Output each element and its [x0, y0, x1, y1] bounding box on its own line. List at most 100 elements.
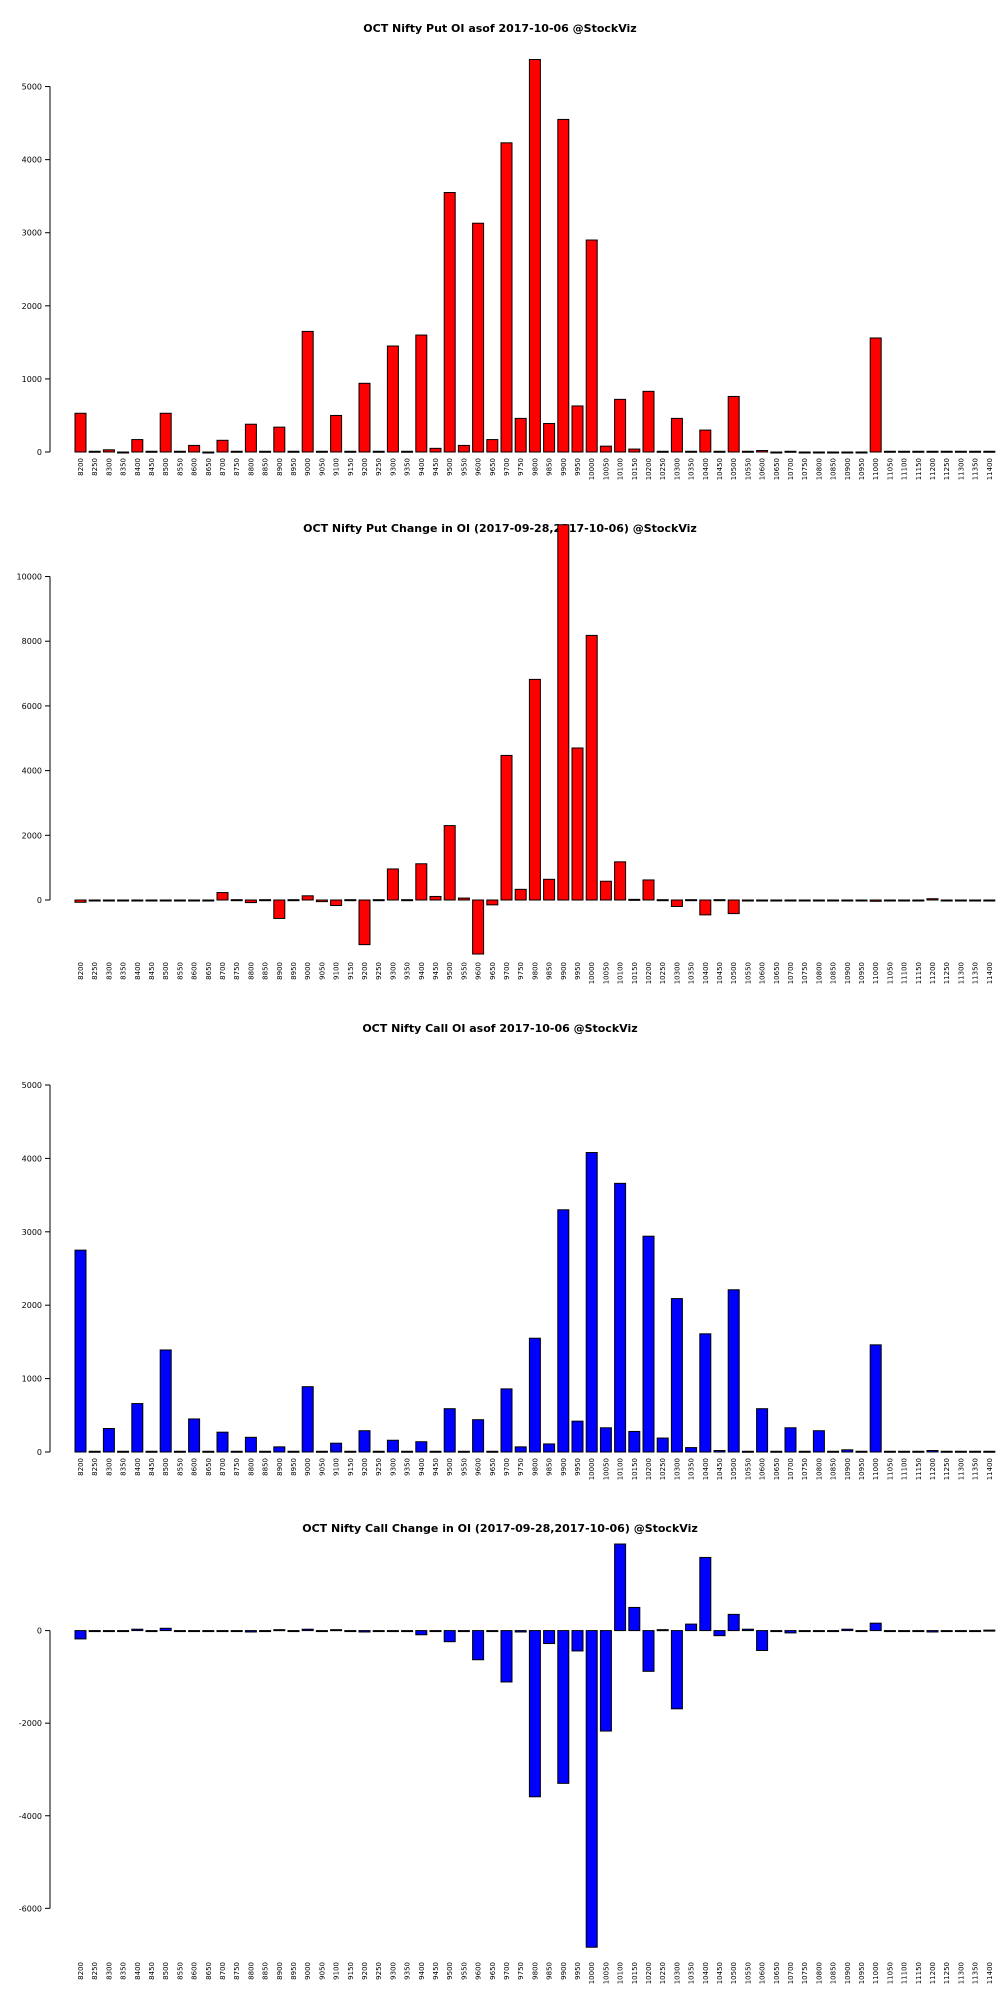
y-tick-label: 1000	[22, 375, 42, 384]
bar-8450	[145, 1450, 158, 1453]
bar-11200	[926, 898, 939, 901]
bar-9500	[443, 825, 456, 901]
x-tick-label: 10400	[702, 1458, 710, 1480]
bar-11150	[912, 1450, 925, 1453]
x-tick-label: 10900	[844, 1962, 852, 1984]
bar-10850	[827, 1630, 840, 1633]
bar-8500	[159, 412, 172, 453]
call-oi-chart-panel: OCT Nifty Call OI asof 2017-10-06 @Stock…	[0, 1010, 1000, 1510]
bar-10600	[756, 899, 769, 902]
x-tick-label: 8700	[219, 1458, 227, 1476]
bar-8550	[173, 1450, 186, 1453]
y-tick-label: 5000	[22, 1081, 42, 1090]
bar-10550	[741, 1628, 754, 1632]
x-tick-label: 10000	[588, 1962, 596, 1984]
bar-8950	[287, 899, 300, 902]
bar-9000	[301, 1386, 314, 1453]
bar-9350	[401, 450, 414, 453]
bar-8650	[202, 1450, 215, 1453]
bar-9750	[514, 888, 527, 901]
x-tick-label: 11050	[886, 1962, 894, 1984]
x-tick-label: 9400	[418, 1962, 426, 1980]
bar-9250	[372, 1450, 385, 1453]
bar-10250	[656, 899, 669, 902]
bar-10850	[827, 451, 840, 454]
y-tick-label: 10000	[17, 573, 42, 582]
bar-10450	[713, 1450, 726, 1453]
y-tick-label: 1000	[22, 1375, 42, 1384]
x-tick-label: 9900	[560, 962, 568, 980]
bar-8350	[117, 899, 130, 902]
x-tick-label: 10500	[730, 962, 738, 984]
bar-8800	[244, 423, 257, 453]
x-tick-label: 10750	[801, 1962, 809, 1984]
x-tick-label: 9350	[404, 1962, 412, 1980]
bar-8750	[230, 1630, 243, 1633]
x-tick-label: 11250	[943, 458, 951, 480]
x-tick-label: 8250	[91, 1962, 99, 1980]
bar-9850	[543, 1630, 556, 1645]
x-tick-label: 10750	[801, 458, 809, 480]
x-tick-label: 9300	[389, 1962, 397, 1980]
x-tick-label: 9900	[560, 1458, 568, 1476]
x-tick-label: 8300	[105, 1962, 113, 1980]
x-tick-label: 9550	[460, 1458, 468, 1476]
bar-10050	[599, 445, 612, 453]
bar-8750	[230, 899, 243, 902]
x-tick-label: 9200	[361, 1962, 369, 1980]
bar-8650	[202, 899, 215, 902]
x-tick-label: 10000	[588, 1458, 596, 1480]
x-tick-label: 10550	[744, 1458, 752, 1480]
bar-11150	[912, 450, 925, 453]
bar-8350	[117, 1450, 130, 1453]
bar-8800	[244, 1436, 257, 1453]
x-tick-label: 9350	[404, 458, 412, 476]
y-tick-label: -2000	[19, 1719, 42, 1728]
x-tick-label: 8500	[162, 458, 170, 476]
x-tick-label: 10600	[759, 458, 767, 480]
bar-10600	[756, 450, 769, 453]
bar-11200	[926, 1450, 939, 1453]
x-tick-label: 10950	[858, 1458, 866, 1480]
bar-11000	[869, 337, 882, 453]
put-change-oi-chart: OCT Nifty Put Change in OI (2017-09-28,2…	[17, 522, 996, 984]
bar-8650	[202, 451, 215, 454]
x-tick-label: 9700	[503, 458, 511, 476]
x-tick-label: 8450	[148, 1962, 156, 1980]
x-tick-label: 10100	[617, 1962, 625, 1984]
x-tick-label: 11300	[957, 962, 965, 984]
x-tick-label: 9200	[361, 962, 369, 980]
x-tick-label: 10650	[773, 1458, 781, 1480]
x-tick-label: 9350	[404, 962, 412, 980]
x-tick-label: 10700	[787, 1962, 795, 1984]
x-tick-label: 9450	[432, 458, 440, 476]
x-tick-label: 10950	[858, 962, 866, 984]
bar-10150	[628, 1606, 641, 1632]
bar-9800	[528, 1630, 541, 1798]
bar-8650	[202, 1630, 215, 1633]
x-tick-label: 8200	[77, 1962, 85, 1980]
x-tick-label: 10350	[688, 458, 696, 480]
bar-9650	[486, 899, 499, 906]
bar-8250	[88, 1630, 101, 1633]
x-tick-label: 10050	[602, 962, 610, 984]
bar-10200	[642, 1630, 655, 1672]
x-tick-label: 9400	[418, 1458, 426, 1476]
x-tick-label: 11150	[915, 458, 923, 480]
bar-8550	[173, 899, 186, 902]
x-tick-label: 10300	[673, 1962, 681, 1984]
bar-11300	[954, 450, 967, 453]
bar-11100	[898, 1450, 911, 1453]
bar-11200	[926, 1630, 939, 1633]
bar-10900	[841, 1449, 854, 1453]
bar-8400	[131, 899, 144, 902]
x-tick-label: 11100	[901, 962, 909, 984]
x-tick-label: 11150	[915, 1458, 923, 1480]
bar-10750	[798, 1450, 811, 1453]
bar-8800	[244, 1630, 257, 1633]
bar-11000	[869, 899, 882, 902]
x-tick-label: 9700	[503, 962, 511, 980]
bar-9750	[514, 1630, 527, 1633]
x-tick-label: 11100	[901, 1962, 909, 1984]
x-tick-label: 10100	[617, 458, 625, 480]
